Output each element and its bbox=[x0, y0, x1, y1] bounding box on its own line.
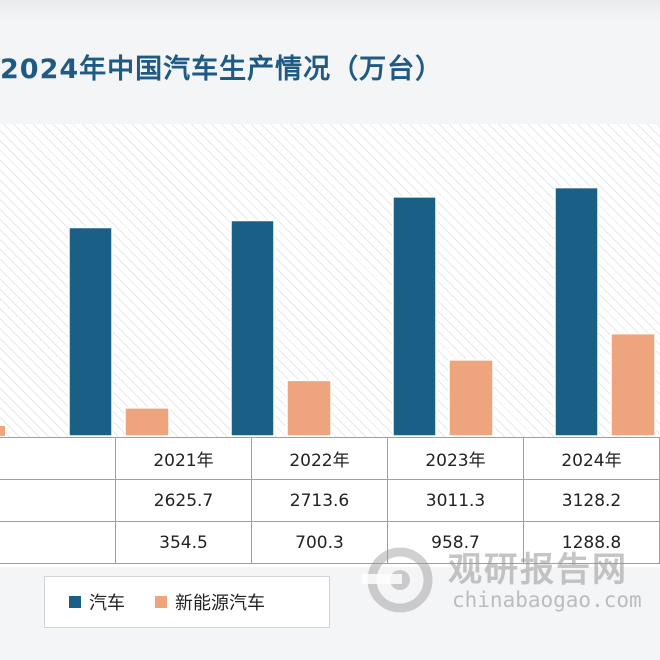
bar-nev-3 bbox=[448, 359, 494, 437]
table-header-2021: 2021年 bbox=[115, 437, 252, 480]
table-cell-vehicles-2022: 2713.6 bbox=[251, 479, 388, 522]
legend-swatch-nev bbox=[155, 596, 167, 608]
table-cell-nev-2024: 1288.8 bbox=[523, 521, 660, 564]
table-cell-nev-2023: 958.7 bbox=[387, 521, 524, 564]
bar-vehicles-2 bbox=[230, 219, 275, 437]
table-header-2022: 2022年 bbox=[251, 437, 388, 480]
data-table: 2021年 2022年 2023年 2024年 2625.7 2713.6 30… bbox=[0, 437, 660, 567]
table-row-label-cell bbox=[0, 479, 116, 522]
table-row-nev: 354.5 700.3 958.7 1288.8 bbox=[0, 521, 660, 564]
bar-vehicles-3 bbox=[392, 196, 437, 437]
bar-nev-1 bbox=[124, 407, 170, 437]
table-row-vehicles: 2625.7 2713.6 3011.3 3128.2 bbox=[0, 479, 660, 522]
top-strip bbox=[0, 0, 660, 22]
legend-label-nev: 新能源汽车 bbox=[175, 593, 265, 614]
table-cell-vehicles-2021: 2625.7 bbox=[115, 479, 252, 522]
bars-svg bbox=[0, 186, 656, 437]
bar-nev-2 bbox=[286, 379, 332, 437]
legend-swatch-vehicles bbox=[69, 596, 81, 608]
table-cell-nev-2022: 700.3 bbox=[251, 521, 388, 564]
table-corner-cell bbox=[0, 437, 116, 480]
bar-nev-4 bbox=[610, 332, 656, 437]
bar-vehicles-4 bbox=[554, 186, 599, 437]
table-header-row: 2021年 2022年 2023年 2024年 bbox=[0, 437, 660, 480]
chart-title: 2024年中国汽车生产情况（万台） bbox=[0, 54, 444, 85]
bar-vehicles-1 bbox=[68, 226, 113, 437]
watermark-domain: chinabaogao.com bbox=[452, 588, 642, 612]
table-cell-nev-2021: 354.5 bbox=[115, 521, 252, 564]
table-header-2024: 2024年 bbox=[523, 437, 660, 480]
table-header-2023: 2023年 bbox=[387, 437, 524, 480]
legend: 汽车 新能源汽车 bbox=[44, 576, 330, 628]
table-row-label-cell bbox=[0, 521, 116, 564]
table-cell-vehicles-2023: 3011.3 bbox=[387, 479, 524, 522]
legend-label-vehicles: 汽车 bbox=[89, 593, 125, 614]
bar-nev-partial bbox=[0, 426, 5, 436]
plot-area bbox=[0, 124, 660, 438]
table-cell-vehicles-2024: 3128.2 bbox=[523, 479, 660, 522]
